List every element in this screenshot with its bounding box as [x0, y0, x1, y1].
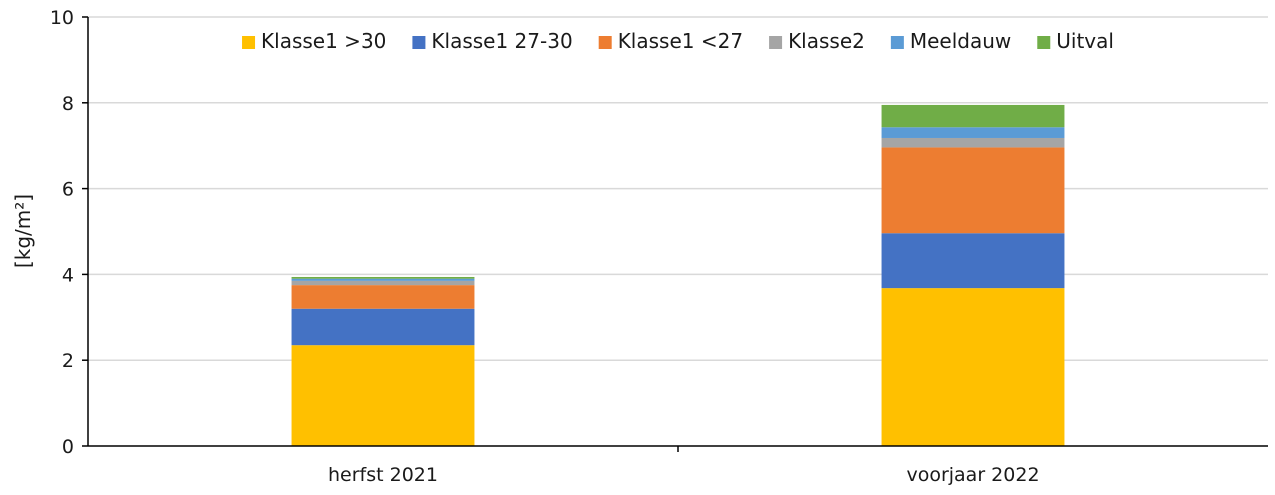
y-tick-label: 0 — [62, 436, 74, 458]
legend-swatch — [769, 36, 783, 49]
y-tick-label: 2 — [62, 350, 74, 372]
legend-item: Klasse1 <27 — [598, 29, 743, 53]
bar-segment-2-5 — [881, 127, 1065, 138]
legend-label: Klasse2 — [788, 29, 865, 53]
bar-segment-1-4 — [291, 280, 475, 286]
x-tick-label: voorjaar 2022 — [906, 464, 1039, 486]
bar-segment-2-2 — [881, 233, 1065, 289]
legend-label: Klasse1 27-30 — [431, 29, 572, 53]
bar-segment-2-3 — [881, 147, 1065, 234]
y-tick-label: 6 — [62, 179, 74, 201]
legend-swatch — [412, 36, 426, 49]
bar-segment-1-1 — [291, 345, 475, 446]
bar-segment-1-5 — [291, 278, 475, 281]
bar-segment-2-4 — [881, 137, 1065, 148]
legend-item: Meeldauw — [890, 29, 1011, 53]
legend-item: Klasse2 — [769, 29, 865, 53]
axes — [82, 16, 1268, 452]
bars — [291, 104, 1065, 446]
bar-segment-2-1 — [881, 288, 1065, 446]
legend: Klasse1 >30 Klasse1 27-30 Klasse1 <27 Klass… — [242, 29, 1114, 53]
legend-label: Uitval — [1056, 29, 1114, 53]
x-tick-label: herfst 2021 — [328, 464, 438, 486]
legend-swatch — [242, 36, 256, 49]
legend-item: Klasse1 >30 — [242, 29, 386, 53]
gridlines — [88, 16, 1268, 361]
bar-segment-1-6 — [291, 276, 475, 279]
legend-swatch — [1037, 36, 1051, 49]
legend-swatch — [598, 36, 612, 49]
y-tick-labels: 0 2 4 6 8 10 — [50, 7, 74, 458]
legend-item: Klasse1 27-30 — [412, 29, 573, 53]
x-tick-labels: herfst 2021 voorjaar 2022 — [328, 464, 1040, 486]
legend-label: Klasse1 <27 — [618, 29, 743, 53]
bar-segment-1-2 — [291, 308, 475, 346]
y-tick-label: 10 — [50, 7, 74, 29]
y-tick-label: 4 — [62, 264, 74, 286]
bar-segment-1-3 — [291, 285, 475, 309]
y-axis-title: [kg/m²] — [11, 194, 35, 268]
legend-swatch — [890, 36, 904, 49]
legend-label: Klasse1 >30 — [261, 29, 386, 53]
legend-item: Uitval — [1037, 29, 1114, 53]
legend-label: Meeldauw — [910, 29, 1011, 53]
bar-segment-2-6 — [881, 104, 1065, 128]
y-tick-label: 8 — [62, 93, 74, 115]
